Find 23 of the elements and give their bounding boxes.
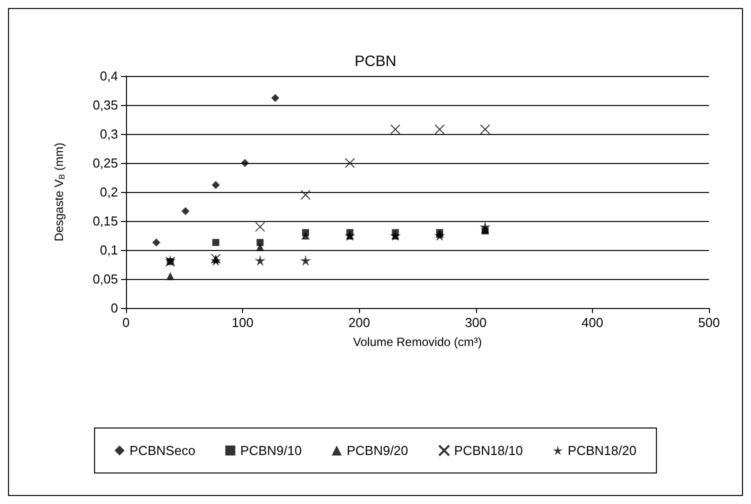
x-tick-label: 500 (698, 315, 720, 330)
y-tick-label: 0,15 (92, 214, 118, 228)
y-tick-label: 0,2 (100, 184, 118, 200)
x-tick-label: 300 (464, 315, 487, 330)
y-tick-label: 0,1 (100, 242, 118, 258)
legend-label: PCBNSeco (130, 443, 196, 458)
x-tick-label: 400 (582, 315, 604, 330)
legend-label: PCBN18/20 (568, 443, 636, 458)
chart-title: PCBN (354, 53, 396, 70)
y-tick-label: 0,3 (100, 126, 118, 142)
legend-label: PCBN18/10 (454, 443, 523, 458)
y-axis-title: Desgaste VB (mm) (52, 142, 66, 242)
legend-label: PCBN9/20 (346, 443, 408, 458)
x-tick-label: 100 (232, 315, 254, 330)
y-tick-label: 0,4 (100, 68, 118, 84)
x-tick-label: 200 (348, 315, 370, 330)
y-tick-label: 0,05 (92, 272, 118, 286)
y-tick-label: 0,25 (92, 156, 118, 170)
x-tick-label: 0 (122, 315, 130, 330)
legend-label: PCBN9/10 (240, 443, 302, 458)
y-tick-label: 0,35 (92, 98, 118, 112)
y-tick-label: 0 (110, 300, 118, 316)
x-axis-title: Volume Removido (cm³) (353, 335, 482, 349)
